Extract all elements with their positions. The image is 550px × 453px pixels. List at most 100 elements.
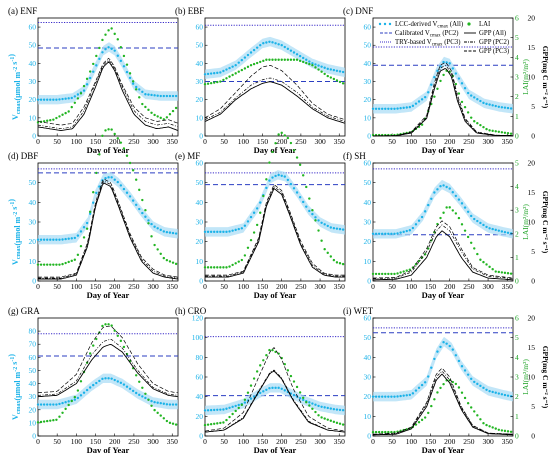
vcmax-point [104,377,107,380]
x-tick-label: 0 [36,137,40,146]
vcmax-point [430,83,433,86]
y-tick-label: 50 [29,41,37,50]
vcmax-point [216,71,219,75]
lai-point [295,58,299,61]
vcmax-point [268,40,271,43]
lai-point [249,63,253,67]
x-tick-label: 150 [425,437,437,446]
lai-point [301,174,305,177]
lai-point [159,252,162,255]
lai-point [144,209,147,212]
lai-axis-label: LAI(m²/m²) [521,59,530,95]
vcmax-point [110,176,113,179]
vcmax-point [216,408,219,412]
lai-point [165,116,169,119]
lai-point [231,263,234,267]
vcmax-point [374,395,378,398]
x-tick-label: 200 [444,137,456,146]
lai-point [107,128,110,131]
lai-point [131,169,135,172]
lai-tick-label: 2 [515,229,519,238]
lai-point [479,123,482,127]
vcmax-point [165,403,169,406]
lai-point [107,323,110,326]
lai-point [479,418,482,421]
y-tick-label: 50 [364,333,372,342]
lai-point [414,263,418,266]
vcmax-point [110,377,113,380]
vcmax-point [491,227,494,231]
lai-point [209,423,213,426]
vcmax-point [147,93,150,96]
vcmax-point [314,63,317,66]
y-tick-label: 70 [29,340,37,349]
x-tick-label: 250 [463,282,475,291]
vcmax-point [174,403,178,406]
vcmax-point [417,100,421,103]
lai-point [374,272,378,276]
lai-point [500,271,504,274]
lai-point [110,324,113,327]
vcmax-point [338,227,342,231]
lai-point [295,385,299,389]
vcmax-point [494,104,497,108]
lai-point [82,236,86,239]
vcmax-point [469,214,473,218]
lai-point [332,77,336,81]
vcmax-point [320,221,323,224]
x-tick-label: 350 [502,137,514,146]
vcmax-point [95,64,98,67]
lai-point [506,132,510,135]
lai-point [301,396,305,400]
vcmax-point [125,70,129,74]
plot-frame [37,17,179,137]
lai-point [311,209,314,212]
lai-point [390,272,393,276]
vcmax-point [457,359,461,363]
vcmax-point [219,408,222,411]
y-tick-label: 40 [196,59,204,68]
vcmax-point [268,387,271,390]
vcmax-point [423,381,427,384]
y-tick-label: 80 [196,353,204,362]
vcmax-point [116,54,119,57]
lai-point [442,73,445,77]
lai-point [338,422,342,425]
gpp-pc2-line [373,224,513,279]
lai-point [252,377,256,380]
vcmax-point [203,230,207,234]
vcmax-point [174,232,178,235]
lai-point [390,430,393,434]
vcmax-uncertainty-band [38,172,178,245]
vcmax-point [144,93,147,96]
vcmax-point [442,340,445,344]
vcmax-uncertainty-band [38,42,178,105]
vcmax-point [73,398,77,401]
vcmax-point [116,180,119,184]
vcmax-point [222,69,225,73]
vcmax-point [61,238,64,241]
lai-point [252,231,256,234]
lai-point [466,111,470,114]
lai-point [243,398,247,401]
lai-point [466,235,470,239]
lai-point [341,262,345,266]
vcmax-point [485,102,488,106]
vcmax-point [92,383,95,387]
lai-point [168,421,172,425]
lai-point [156,248,159,251]
gpp-pc3-line [37,57,178,126]
vcmax-point [228,66,231,70]
lai-point [122,345,126,349]
vcmax-point [274,42,277,45]
lai-point [131,80,135,83]
vcmax-point [125,385,129,388]
lai-tick-label: 3 [515,73,519,82]
lai-point [85,227,89,230]
vcmax-point [107,46,110,49]
x-axis-label: Day of Year [254,445,297,453]
vcmax-point [165,94,169,98]
lai-point [305,185,308,189]
lai-point [377,272,381,276]
